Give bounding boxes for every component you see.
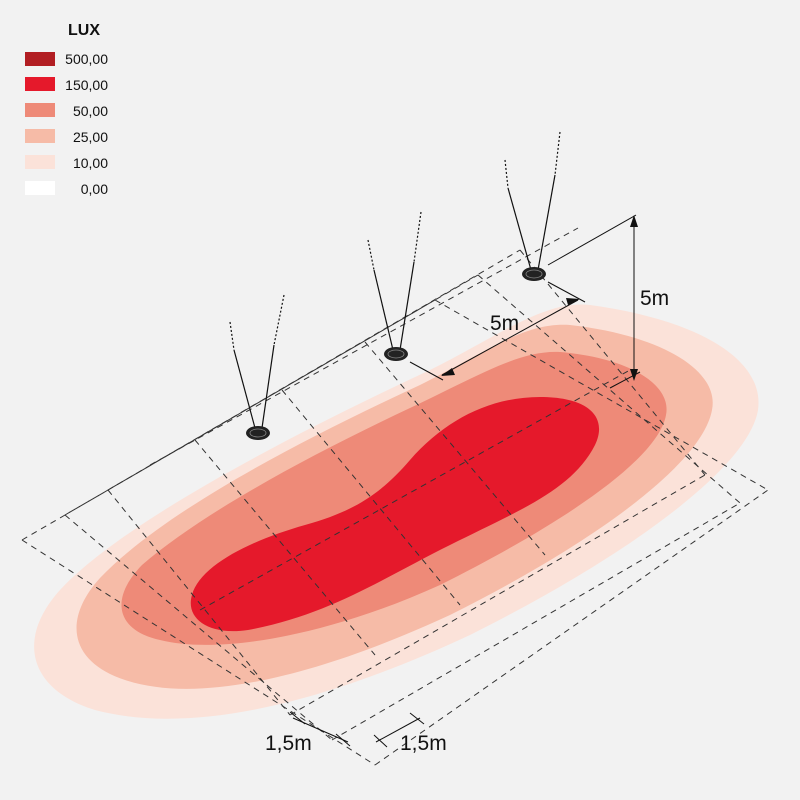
grid-line (107, 489, 291, 716)
legend-swatch (25, 103, 55, 117)
legend-item: 50,00 (25, 103, 108, 119)
legend-value: 0,00 (81, 181, 108, 197)
grid-line (364, 341, 546, 556)
height-reference-line (547, 214, 637, 266)
legend-swatch (25, 77, 55, 91)
grid-line (434, 299, 769, 491)
legend-title: LUX (68, 22, 100, 39)
grid-line (331, 502, 741, 741)
zone-150-lux (190, 397, 600, 632)
suspension-cables (229, 294, 285, 429)
luminaire-2 (367, 211, 422, 361)
height-dimension-label: 5m (640, 287, 669, 310)
grid-line (21, 539, 376, 766)
luminaire-1 (229, 294, 285, 440)
grid-line (194, 439, 376, 656)
grid-line (289, 474, 706, 716)
suspension-cables (367, 211, 422, 351)
legend-item: 0,00 (25, 181, 108, 197)
luminaire-fixture (384, 347, 408, 361)
grid-line (374, 489, 769, 766)
luminaires (229, 131, 561, 440)
dimension-arrowheads (441, 215, 638, 381)
legend-value: 50,00 (73, 103, 108, 119)
legend-swatch (25, 155, 55, 169)
legend-value: 10,00 (73, 155, 108, 171)
legend-swatch (25, 129, 55, 143)
legend: LUX 500,00 150,00 50,00 25,00 10,00 0,00 (25, 22, 108, 197)
dimension-lines (289, 214, 641, 748)
grid-line (107, 249, 521, 491)
spacing-dimension-line (441, 299, 579, 376)
suspension-cables (504, 131, 561, 271)
luminaire-fixture (246, 426, 270, 440)
illuminance-zones (34, 304, 759, 719)
legend-value: 500,00 (65, 51, 108, 67)
grid-width-label-1: 1,5m (265, 732, 312, 755)
grid-line (199, 369, 631, 611)
spacing-dimension-label: 5m (490, 312, 519, 335)
legend-swatch (25, 52, 55, 66)
legend-value: 25,00 (73, 129, 108, 145)
legend-value: 150,00 (65, 77, 108, 93)
grid-line (149, 227, 579, 466)
grid-line (519, 249, 706, 476)
luminaire-3 (504, 131, 561, 281)
grid-line (64, 514, 333, 741)
legend-swatch (25, 181, 55, 195)
grid-width-dimension-2 (375, 717, 421, 743)
luminaire-fixture (522, 267, 546, 281)
grid-width-label-2: 1,5m (400, 732, 447, 755)
grid-line (64, 274, 479, 516)
floor-grid (21, 227, 769, 766)
grid-line (281, 389, 461, 606)
legend-item: 10,00 (25, 155, 108, 171)
legend-item: 25,00 (25, 129, 108, 145)
legend-item: 500,00 (25, 51, 108, 67)
legend-item: 150,00 (25, 77, 108, 93)
